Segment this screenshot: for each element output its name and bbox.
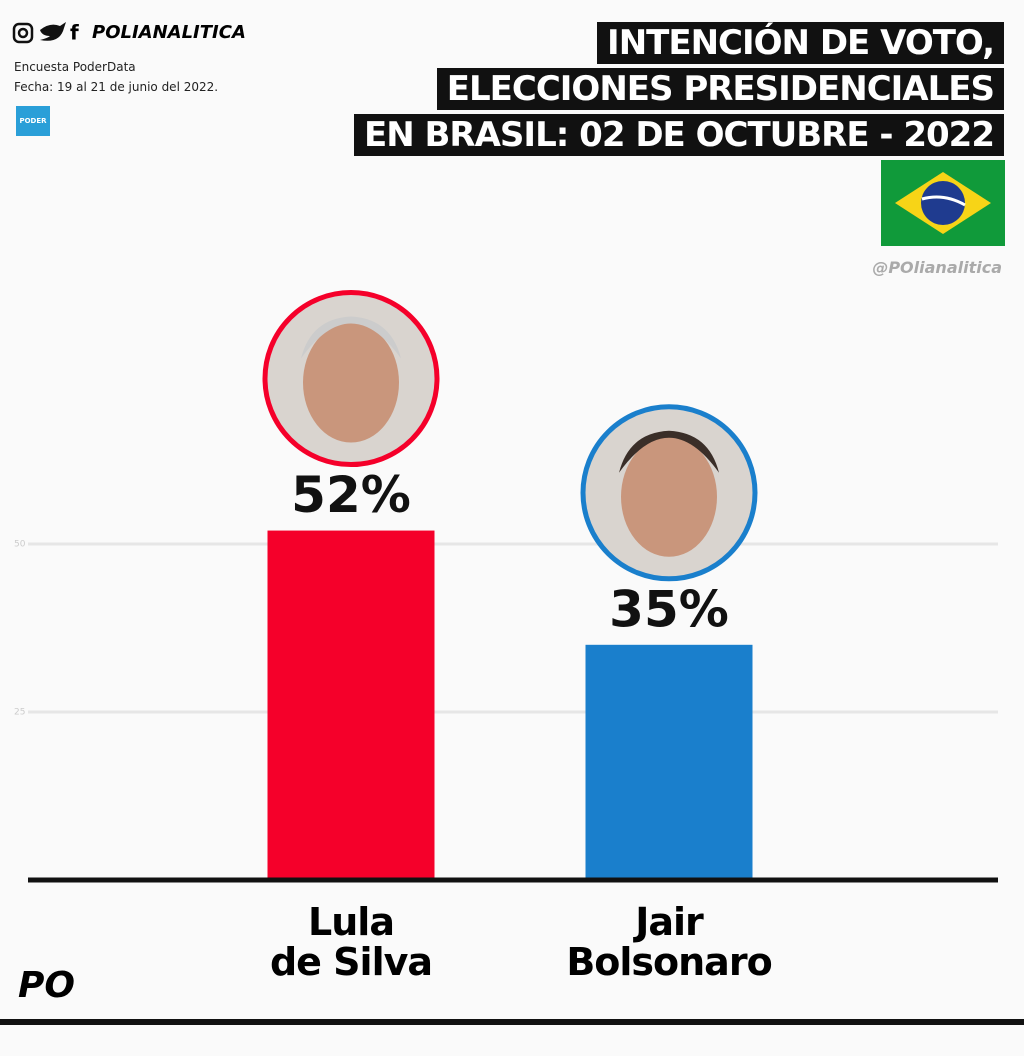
logo: PODER (16, 106, 50, 136)
bar (585, 644, 753, 880)
x-tick-label: Lula de Silva (269, 900, 433, 984)
title-line: INTENCIÓN DE VOTO, (597, 22, 1004, 64)
candidate-hair (619, 430, 719, 473)
svg-text:f: f (70, 21, 79, 45)
footer: PO (18, 965, 75, 1006)
title-line: ELECCIONES PRESIDENCIALES (436, 68, 1004, 110)
bar (267, 530, 435, 880)
value-label: 35% (609, 580, 729, 638)
value-label: 52% (291, 466, 411, 524)
flag (881, 160, 1005, 246)
title: INTENCIÓN DE VOTO, ELECCIONES PRESIDENCIA… (354, 22, 1004, 160)
date: Fecha: 19 al 21 de junio del 2022. (14, 80, 219, 94)
candidate-face (621, 436, 717, 557)
social-icons: f (12, 21, 79, 45)
candidate-face (303, 322, 399, 443)
x-tick-label: Jair Bolsonaro (566, 900, 772, 984)
brand: POLIANALITICA (92, 22, 246, 43)
source: Encuesta PoderData (14, 60, 136, 74)
handle: @POlianalitica (872, 258, 1002, 277)
title-line: EN BRASIL: 02 DE OCTUBRE - 2022 (354, 114, 1004, 156)
y-tick-label: 25 (14, 708, 25, 718)
candidate-hair (301, 316, 401, 359)
y-tick-label: 50 (14, 540, 26, 550)
